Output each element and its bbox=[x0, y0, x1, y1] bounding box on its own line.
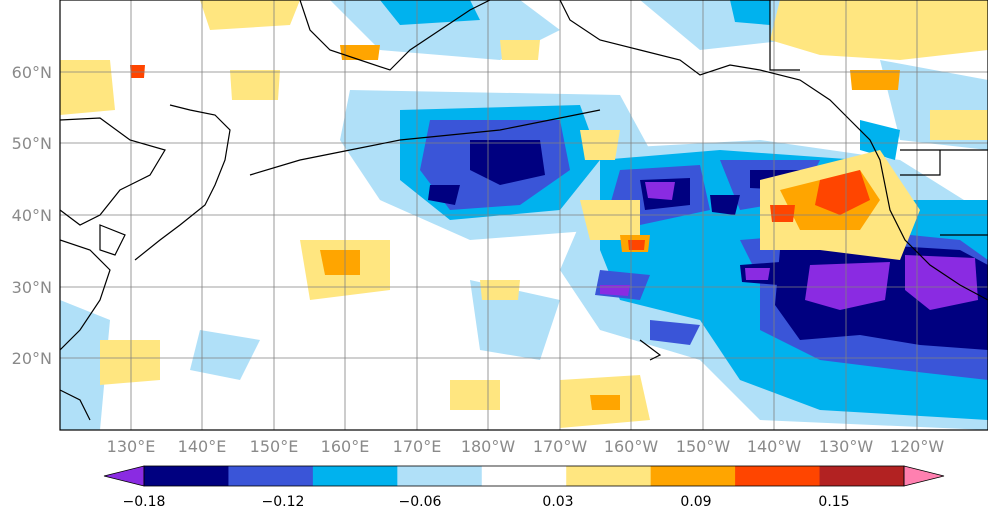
colorbar-segment bbox=[735, 466, 821, 486]
colorbar-segment bbox=[312, 466, 398, 486]
lon-tick-150e: 150°E bbox=[250, 437, 299, 456]
gridlines bbox=[60, 0, 988, 430]
lat-tick-30n: 30°N bbox=[12, 278, 52, 297]
field-positive-yellow bbox=[60, 0, 988, 428]
lat-tick-50n: 50°N bbox=[12, 134, 52, 153]
colorbar bbox=[103, 465, 945, 487]
lat-tick-60n: 60°N bbox=[12, 63, 52, 82]
field-positive-red bbox=[130, 65, 870, 250]
colorbar-extend-min bbox=[103, 465, 145, 487]
lon-tick-160w: 160°W bbox=[604, 437, 659, 456]
colorbar-label-2: −0.12 bbox=[262, 494, 305, 510]
lat-tick-40n: 40°N bbox=[12, 206, 52, 225]
lon-tick-140e: 140°E bbox=[178, 437, 227, 456]
colorbar-segment bbox=[566, 466, 652, 486]
colorbar-label-3: −0.06 bbox=[399, 494, 442, 510]
lon-tick-160e: 160°E bbox=[321, 437, 370, 456]
colorbar-label-4: 0.03 bbox=[542, 494, 573, 510]
lon-tick-130e: 130°E bbox=[107, 437, 156, 456]
colorbar-segment bbox=[481, 466, 567, 486]
lon-tick-180w: 180°W bbox=[461, 437, 516, 456]
coastlines bbox=[60, 0, 988, 421]
colorbar-label-5: 0.09 bbox=[680, 494, 711, 510]
lat-tick-labels: 60°N 50°N 40°N 30°N 20°N bbox=[12, 63, 52, 368]
colorbar-segment bbox=[819, 466, 905, 486]
lon-tick-120w: 120°W bbox=[890, 437, 945, 456]
colorbar-label-1: −0.18 bbox=[123, 494, 166, 510]
lat-tick-20n: 20°N bbox=[12, 349, 52, 368]
colorbar-segment bbox=[228, 466, 314, 486]
colorbar-segment bbox=[650, 466, 736, 486]
colorbar-segment bbox=[144, 466, 229, 486]
lon-tick-150w: 150°W bbox=[676, 437, 731, 456]
lon-tick-130w: 130°W bbox=[819, 437, 874, 456]
plot-border bbox=[59, 0, 988, 431]
colorbar-label-6: 0.15 bbox=[818, 494, 849, 510]
lon-tick-170e: 170°E bbox=[393, 437, 442, 456]
lon-tick-labels: 130°E 140°E 150°E 160°E 170°E 180°W 170°… bbox=[107, 437, 945, 456]
lon-tick-140w: 140°W bbox=[747, 437, 802, 456]
lon-tick-170w: 170°W bbox=[533, 437, 588, 456]
colorbar-labels: −0.18 −0.12 −0.06 0.03 0.09 0.15 bbox=[123, 494, 850, 510]
field-negative-purple bbox=[600, 182, 978, 310]
colorbar-extend-max bbox=[903, 465, 945, 487]
colorbar-border bbox=[143, 465, 905, 487]
colorbar-segment bbox=[397, 466, 483, 486]
